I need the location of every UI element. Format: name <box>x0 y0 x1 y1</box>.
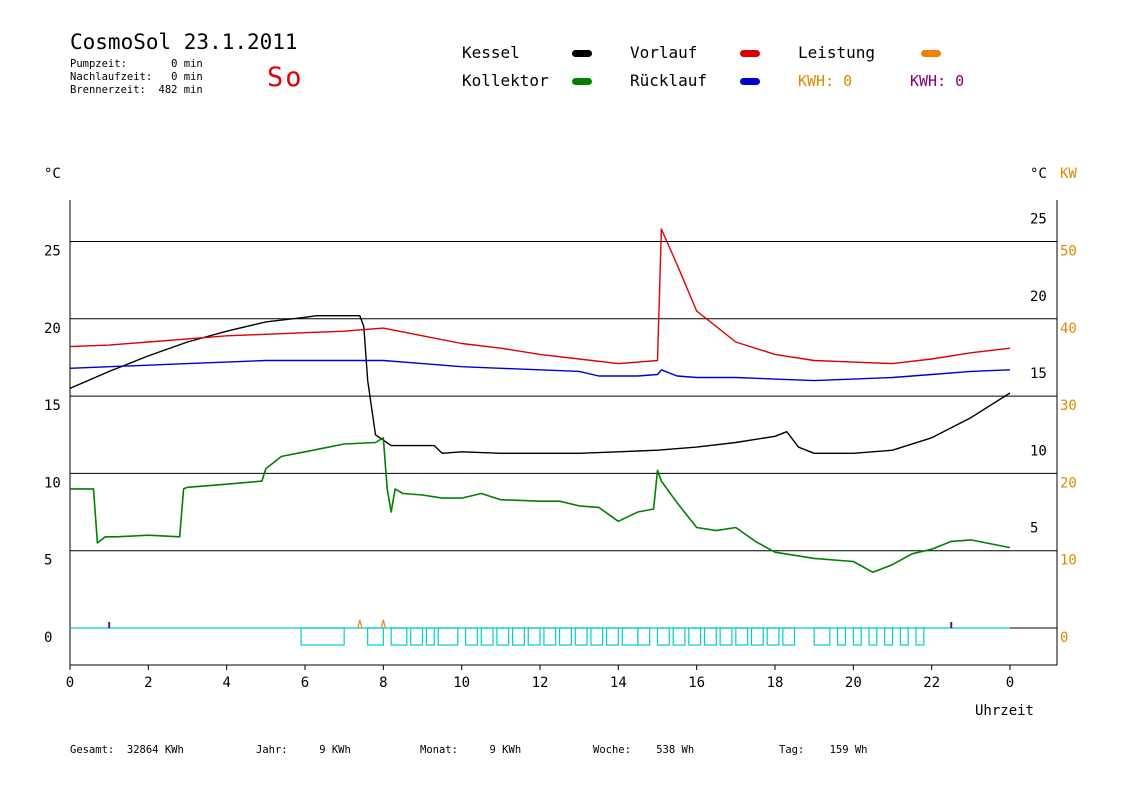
footer-woche: Woche: 538 Wh <box>593 744 695 756</box>
series-line-vorlauf <box>69 228 1011 365</box>
legend-kollektor: Kollektor <box>462 71 549 90</box>
series-line-kollektor <box>70 436 1011 574</box>
y-tick-left-10: 10 <box>44 475 61 491</box>
pump-interval-6 <box>464 627 478 646</box>
pump-interval-8 <box>496 627 510 646</box>
y-tick-right-kw-50: 50 <box>1060 244 1077 260</box>
pump-interval-4 <box>425 627 435 646</box>
x-tick-9: 18 <box>767 675 784 691</box>
x-tick-5: 10 <box>453 675 470 691</box>
x-tick-8: 16 <box>688 675 705 691</box>
x-tick-7: 14 <box>610 675 627 691</box>
weekday-label: So <box>267 62 304 93</box>
x-axis-label: Uhrzeit <box>975 703 1034 719</box>
y-tick-left-20: 20 <box>44 321 61 337</box>
pump-interval-20 <box>688 627 702 646</box>
pump-interval-19 <box>672 627 686 646</box>
legend-leistung-swatch <box>921 50 941 57</box>
x-tick-11: 22 <box>923 675 940 691</box>
x-tick-3: 6 <box>301 675 309 691</box>
legend-leistung: Leistung <box>798 43 876 62</box>
legend-kessel-swatch <box>572 50 592 57</box>
legend-vorlauf: Vorlauf <box>630 43 698 62</box>
y-tick-left-15: 15 <box>44 398 61 414</box>
x-tick-1: 2 <box>144 675 152 691</box>
legend-kessel: Kessel <box>462 43 520 62</box>
x-tick-10: 20 <box>845 675 862 691</box>
pump-interval-3 <box>410 627 424 646</box>
y-tick-right-kw-40: 40 <box>1060 321 1077 337</box>
pump-interval-27 <box>813 627 831 646</box>
pump-interval-22 <box>719 627 733 646</box>
x-tick-4: 8 <box>379 675 387 691</box>
footer-gesamt: Gesamt: 32864 KWh <box>70 744 184 756</box>
pump-interval-16 <box>621 627 639 646</box>
pump-interval-29 <box>852 627 862 646</box>
footer-tag: Tag: 159 Wh <box>779 744 868 756</box>
legend-kwh-purple: KWH: 0 <box>910 72 965 90</box>
x-tick-0: 0 <box>66 675 74 691</box>
nachlaufzeit-text: Nachlaufzeit: 0 min <box>70 71 203 83</box>
pump-interval-30 <box>868 627 878 646</box>
legend-vorlauf-swatch <box>740 50 760 57</box>
pump-interval-10 <box>527 627 541 646</box>
y-tick-right-15: 15 <box>1030 366 1047 382</box>
pump-interval-17 <box>637 627 651 646</box>
series-line-ruecklauf <box>69 359 1011 382</box>
pump-interval-5 <box>437 627 459 646</box>
pumpzeit-text: Pumpzeit: 0 min <box>70 58 203 70</box>
pump-interval-32 <box>899 627 909 646</box>
y-axis-right-label: °C <box>1030 166 1047 182</box>
y-tick-right-20: 20 <box>1030 289 1047 305</box>
pump-interval-14 <box>590 627 604 646</box>
pump-interval-26 <box>782 627 796 646</box>
x-tick-2: 4 <box>222 675 230 691</box>
legend-ruecklauf-swatch <box>740 78 760 85</box>
pump-interval-11 <box>543 627 557 646</box>
pump-interval-15 <box>605 627 619 646</box>
pump-interval-1 <box>367 627 384 646</box>
y-tick-right-kw-0: 0 <box>1060 630 1068 646</box>
x-tick-6: 12 <box>532 675 549 691</box>
y-axis-left-label: °C <box>44 166 61 182</box>
y-tick-left-0: 0 <box>44 630 52 646</box>
pump-interval-31 <box>884 627 894 646</box>
pump-interval-12 <box>558 627 572 646</box>
y-tick-right-kw-20: 20 <box>1060 475 1077 491</box>
brennerzeit-text: Brennerzeit: 482 min <box>70 84 203 96</box>
legend-ruecklauf: Rücklauf <box>630 71 708 90</box>
footer-jahr: Jahr: 9 KWh <box>256 744 351 756</box>
chart-title: CosmoSol 23.1.2011 <box>70 30 298 54</box>
pump-interval-9 <box>511 627 525 646</box>
pump-interval-33 <box>915 627 925 646</box>
pump-interval-23 <box>735 627 749 646</box>
pump-interval-24 <box>750 627 764 646</box>
legend-kollektor-swatch <box>572 78 592 85</box>
pump-interval-28 <box>837 627 847 646</box>
legend-kwh-leistung: KWH: 0 <box>798 72 853 90</box>
y-tick-left-25: 25 <box>44 244 61 260</box>
y-axis-right-kw-label: KW <box>1060 166 1077 182</box>
y-tick-left-5: 5 <box>44 553 52 569</box>
pump-interval-7 <box>480 627 494 646</box>
pump-interval-25 <box>766 627 780 646</box>
y-tick-right-kw-10: 10 <box>1060 553 1077 569</box>
pump-interval-2 <box>390 627 408 646</box>
y-tick-right-5: 5 <box>1030 521 1038 537</box>
leistung-pulse-1 <box>380 619 386 629</box>
y-tick-right-kw-30: 30 <box>1060 398 1077 414</box>
leistung-pulse-0 <box>357 619 363 629</box>
pump-interval-18 <box>656 627 670 646</box>
pump-interval-13 <box>574 627 588 646</box>
series-line-kessel <box>69 315 1011 454</box>
pump-interval-21 <box>703 627 717 646</box>
footer-monat: Monat: 9 KWh <box>420 744 522 756</box>
pump-interval-0 <box>300 627 345 646</box>
y-tick-right-10: 10 <box>1030 443 1047 459</box>
x-tick-12: 0 <box>1006 675 1014 691</box>
y-tick-right-25: 25 <box>1030 212 1047 228</box>
